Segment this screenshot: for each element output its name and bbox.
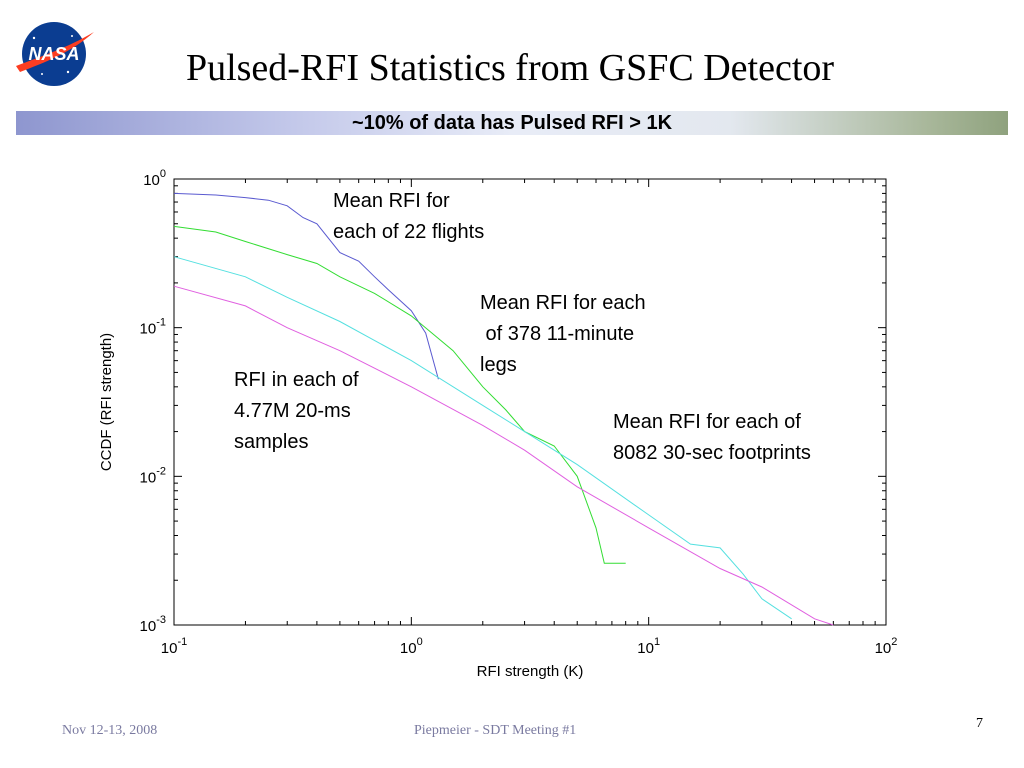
nasa-logo-text: NASA xyxy=(28,44,79,64)
x-tick-label: 101 xyxy=(637,636,660,657)
y-tick-label: 100 xyxy=(143,168,166,189)
banner-text: ~10% of data has Pulsed RFI > 1K xyxy=(351,112,673,134)
y-tick-label: 10-1 xyxy=(140,317,166,338)
banner: ~10% of data has Pulsed RFI > 1K xyxy=(16,111,1008,135)
annotation-line: Mean RFI for each of xyxy=(613,411,801,433)
x-tick-label: 10-1 xyxy=(161,636,187,657)
nasa-logo-swoosh xyxy=(16,32,94,72)
annotation-line: 8082 30-sec footprints xyxy=(613,442,811,464)
annotation-line: Mean RFI for xyxy=(333,190,450,212)
slide-title: Pulsed-RFI Statistics from GSFC Detector xyxy=(185,47,835,89)
x-tick-label: 100 xyxy=(400,636,423,657)
annotation-legs: Mean RFI for each of 378 11-minute legs xyxy=(480,288,646,381)
footer-date: Nov 12-13, 2008 xyxy=(62,723,158,738)
x-tick-label: 102 xyxy=(875,636,898,657)
annotation-line: Mean RFI for each xyxy=(480,292,646,314)
y-tick-label: 10-3 xyxy=(140,614,166,635)
nasa-logo: NASA xyxy=(16,22,94,86)
annotation-line: RFI in each of xyxy=(234,369,359,391)
y-axis-label: CCDF (RFI strength) xyxy=(98,333,115,471)
series-line-1 xyxy=(173,192,439,380)
annotation-samples: RFI in each of 4.77M 20-ms samples xyxy=(234,365,359,458)
x-axis-label: RFI strength (K) xyxy=(477,663,584,680)
annotation-flights: Mean RFI for each of 22 flights xyxy=(333,186,484,248)
page-number: 7 xyxy=(976,716,983,731)
series-line-2 xyxy=(173,225,626,564)
annotation-footprints: Mean RFI for each of 8082 30-sec footprin… xyxy=(613,407,811,469)
annotation-line: each of 22 flights xyxy=(333,221,485,243)
annotation-line: 4.77M 20-ms xyxy=(234,400,351,422)
annotation-line: samples xyxy=(234,431,309,453)
y-tick-label: 10-2 xyxy=(140,465,166,486)
annotation-line: legs xyxy=(480,354,517,376)
footer-presenter: Piepmeier - SDT Meeting #1 xyxy=(414,723,577,738)
annotation-line: of 378 11-minute xyxy=(480,323,635,345)
series-line-3 xyxy=(173,256,792,620)
series-line-4 xyxy=(173,285,834,626)
plot-frame xyxy=(173,178,887,626)
